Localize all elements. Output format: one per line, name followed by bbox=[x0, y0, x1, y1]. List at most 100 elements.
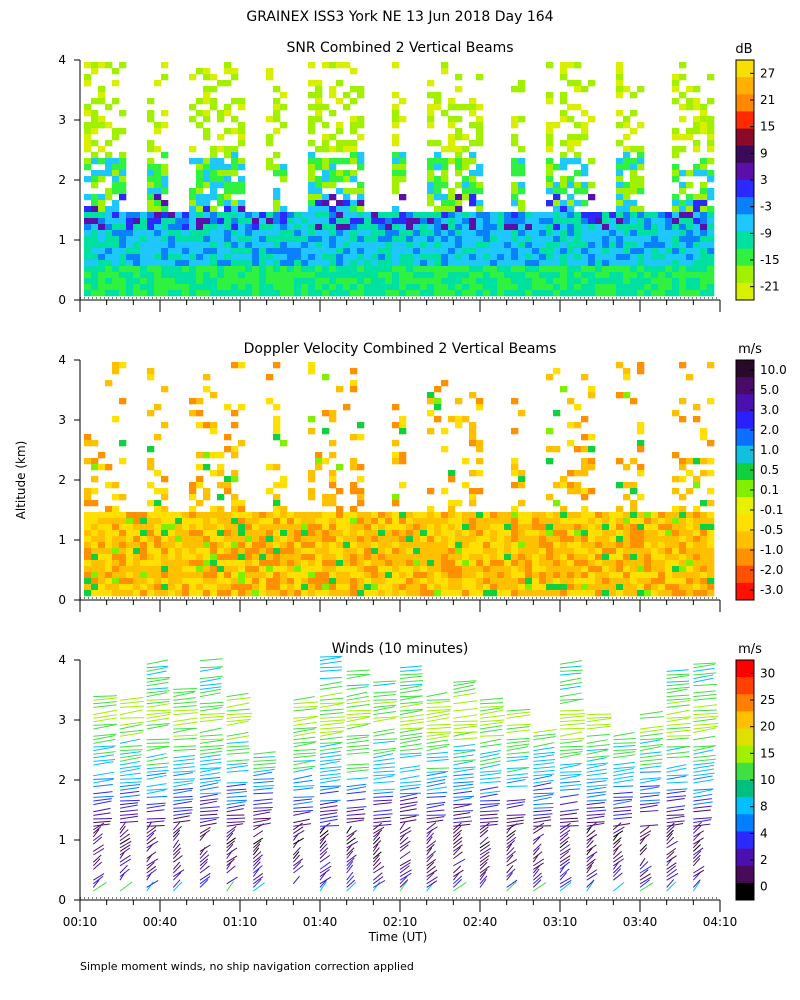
field-cell bbox=[525, 266, 533, 273]
field-cell bbox=[210, 182, 218, 189]
field-cell bbox=[490, 266, 498, 273]
field-cell bbox=[217, 266, 225, 273]
field-cell bbox=[238, 272, 246, 279]
field-cell bbox=[231, 452, 239, 459]
field-cell bbox=[308, 218, 316, 225]
wind-barb bbox=[319, 726, 345, 730]
wind-barb bbox=[533, 875, 543, 885]
field-cell bbox=[112, 134, 120, 141]
wind-barb bbox=[146, 724, 169, 730]
field-cell bbox=[315, 578, 323, 585]
field-cell bbox=[434, 290, 442, 297]
field-cell bbox=[581, 200, 589, 207]
field-cell bbox=[371, 284, 379, 291]
field-cell bbox=[175, 566, 183, 573]
field-cell bbox=[637, 272, 645, 279]
field-cell bbox=[560, 266, 568, 273]
field-cell bbox=[308, 590, 316, 597]
field-cell bbox=[336, 590, 344, 597]
field-cell bbox=[476, 128, 484, 135]
field-cell bbox=[511, 272, 519, 279]
wind-barb bbox=[319, 865, 332, 874]
field-cell bbox=[399, 272, 407, 279]
field-cell bbox=[693, 206, 701, 213]
field-cell bbox=[189, 284, 197, 291]
wind-barb bbox=[533, 758, 556, 762]
field-cell bbox=[154, 212, 162, 219]
field-cell bbox=[182, 224, 190, 231]
field-cell bbox=[707, 458, 715, 465]
field-cell bbox=[567, 176, 575, 183]
field-cell bbox=[224, 572, 232, 579]
field-cell bbox=[189, 230, 197, 237]
field-cell bbox=[189, 248, 197, 255]
wind-barb bbox=[226, 840, 236, 849]
wind-barb bbox=[586, 763, 607, 770]
field-cell bbox=[182, 212, 190, 219]
wind-barb bbox=[613, 806, 632, 809]
field-cell bbox=[434, 530, 442, 537]
wind-barb bbox=[119, 721, 144, 726]
field-cell bbox=[399, 176, 407, 183]
field-cell bbox=[462, 182, 470, 189]
field-cell bbox=[350, 572, 358, 579]
field-cell bbox=[357, 254, 365, 261]
wind-barb bbox=[613, 798, 633, 802]
field-cell bbox=[427, 548, 435, 555]
field-cell bbox=[308, 524, 316, 531]
wind-barb bbox=[146, 858, 158, 867]
wind-barb bbox=[426, 775, 448, 780]
field-cell bbox=[490, 524, 498, 531]
field-cell bbox=[385, 584, 393, 591]
field-cell bbox=[399, 152, 407, 159]
field-cell bbox=[259, 254, 267, 261]
field-cell bbox=[476, 248, 484, 255]
field-cell bbox=[189, 560, 197, 567]
wind-barb bbox=[373, 766, 395, 770]
wind-barb bbox=[146, 687, 169, 690]
wind-barb bbox=[93, 746, 115, 752]
field-cell bbox=[476, 548, 484, 555]
field-cell bbox=[399, 170, 407, 177]
field-cell bbox=[371, 290, 379, 297]
wind-barb bbox=[479, 869, 488, 877]
field-cell bbox=[378, 590, 386, 597]
field-cell bbox=[140, 542, 148, 549]
field-cell bbox=[553, 368, 561, 375]
wind-barb bbox=[319, 881, 327, 892]
field-cell bbox=[112, 278, 120, 285]
wind-barb bbox=[93, 795, 114, 798]
colorbar-label: -3.0 bbox=[760, 583, 783, 597]
field-cell bbox=[343, 236, 351, 243]
field-cell bbox=[112, 188, 120, 195]
field-cell bbox=[609, 254, 617, 261]
field-cell bbox=[574, 242, 582, 249]
field-cell bbox=[231, 500, 239, 507]
field-cell bbox=[154, 248, 162, 255]
field-cell bbox=[217, 548, 225, 555]
field-cell bbox=[315, 512, 323, 519]
wind-barb bbox=[319, 742, 341, 748]
field-cell bbox=[203, 566, 211, 573]
field-cell bbox=[336, 560, 344, 567]
wind-barb bbox=[373, 865, 385, 874]
wind-barb bbox=[639, 744, 663, 748]
field-cell bbox=[616, 206, 624, 213]
field-cell bbox=[210, 188, 218, 195]
x-tick-label: 00:40 bbox=[143, 915, 178, 929]
field-cell bbox=[679, 578, 687, 585]
wind-barb bbox=[479, 810, 499, 813]
field-cell bbox=[84, 284, 92, 291]
field-cell bbox=[371, 272, 379, 279]
field-cell bbox=[630, 188, 638, 195]
field-cell bbox=[231, 536, 239, 543]
wind-barb bbox=[146, 659, 168, 665]
field-cell bbox=[266, 218, 274, 225]
field-cell bbox=[546, 122, 554, 129]
wind-barb bbox=[252, 878, 262, 888]
wind-barb bbox=[226, 781, 248, 784]
wind-barb bbox=[613, 791, 633, 795]
field-cell bbox=[175, 254, 183, 261]
field-cell bbox=[329, 560, 337, 567]
field-cell bbox=[329, 236, 337, 243]
